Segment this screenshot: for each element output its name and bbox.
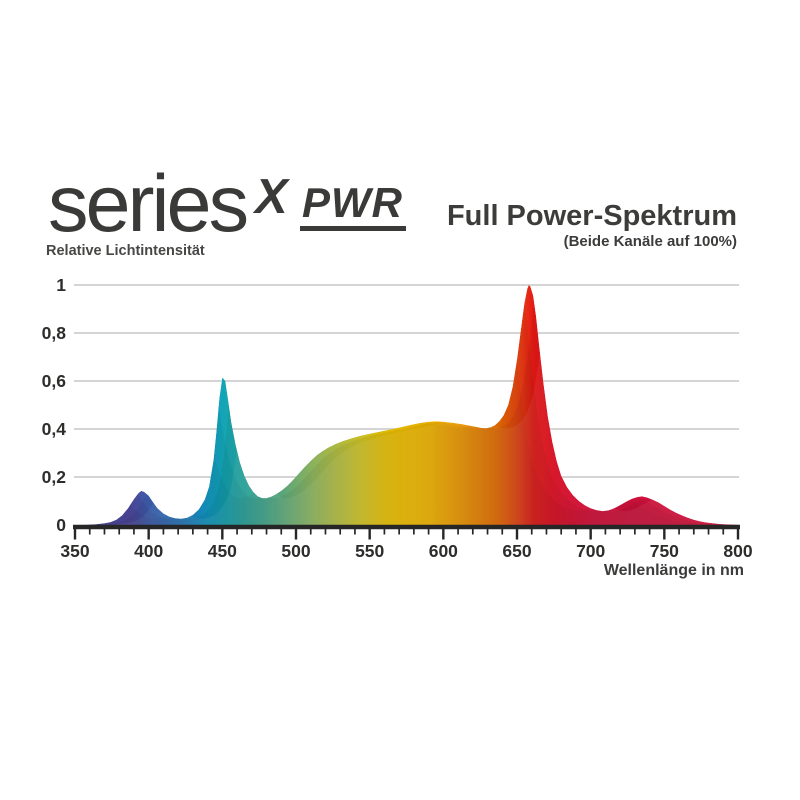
spectrum-area: [75, 285, 738, 525]
y-tick-label: 1: [56, 275, 66, 295]
logo-series-text: series: [48, 159, 249, 249]
x-tick-label: 650: [502, 541, 531, 561]
spectrum-facet-overlay: [75, 285, 728, 525]
x-tick-label: 400: [134, 541, 163, 561]
x-tick-label: 800: [723, 541, 752, 561]
x-tick-label: 450: [208, 541, 237, 561]
logo-pwr-text: PWR: [300, 182, 406, 231]
logo-x-text: X: [255, 170, 288, 224]
y-axis-title: Relative Lichtintensität: [46, 243, 205, 259]
y-tick-label: 0: [56, 515, 66, 535]
x-tick-label: 500: [281, 541, 310, 561]
y-tick-label: 0,8: [42, 323, 67, 343]
spectrum-area-group: [75, 285, 738, 525]
x-tick-label: 350: [60, 541, 89, 561]
spectrum-facet-overlay: [97, 285, 738, 525]
spectrum-svg: 350 400 450 500 550 600 650 700 750 800 0 0,2 0,4 0,6…: [42, 275, 753, 561]
spectrum-chart: 350 400 450 500 550 600 650 700 750 800 0 0,2 0,4 0,6…: [42, 275, 753, 561]
y-tick-label: 0,2: [42, 467, 67, 487]
x-tick-label: 700: [576, 541, 605, 561]
y-tick-label: 0,4: [42, 419, 67, 439]
y-tick-label: 0,6: [42, 371, 67, 391]
x-axis-title: Wellenlänge in nm: [603, 562, 744, 579]
x-tick-label: 750: [650, 541, 679, 561]
chart-title: Full Power-Spektrum: [446, 200, 737, 232]
x-tick-label: 550: [355, 541, 384, 561]
chart-subtitle: (Beide Kanäle auf 100%): [563, 233, 737, 250]
x-tick-label: 600: [429, 541, 458, 561]
